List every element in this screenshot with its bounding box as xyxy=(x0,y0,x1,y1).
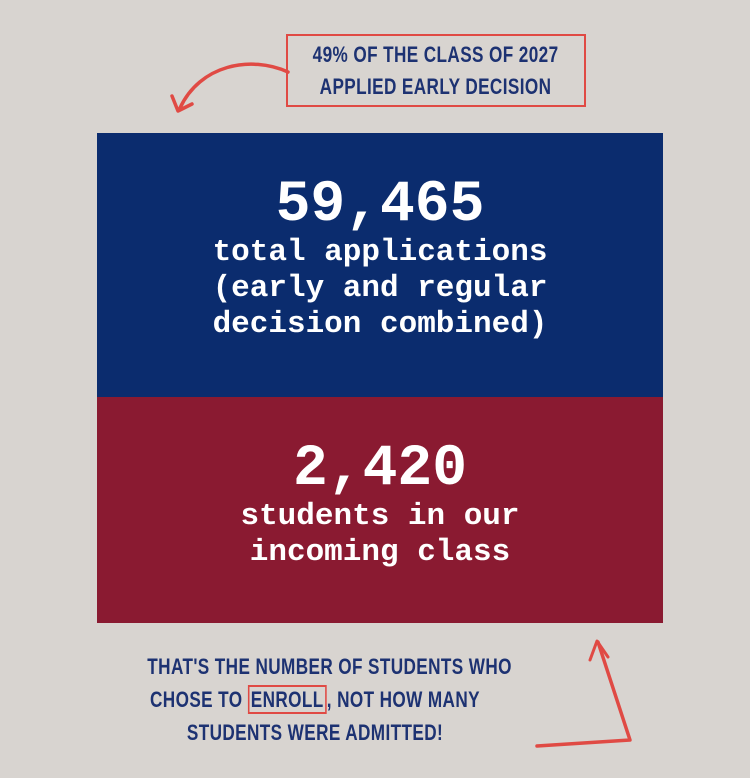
enrollment-panel: 2,420 students in our incoming class xyxy=(97,397,663,623)
applications-number: 59,465 xyxy=(275,173,485,238)
note-text: , not how many xyxy=(326,687,480,712)
applications-label: (early and regular xyxy=(212,271,548,306)
early-decision-callout: 49% of the class of 2027 applied early d… xyxy=(286,34,586,107)
enrollment-number: 2,420 xyxy=(292,437,468,502)
arrowhead-icon xyxy=(170,94,194,113)
note-line: students were admitted! xyxy=(186,720,444,745)
note-text: chose to xyxy=(150,687,248,712)
applications-panel: 59,465 total applications (early and reg… xyxy=(97,133,663,397)
curved-arrow-icon xyxy=(178,62,290,110)
enrollment-label: students in our xyxy=(240,499,520,534)
applications-label: decision combined) xyxy=(212,307,548,342)
note-line: chose to enroll, not how many xyxy=(147,683,482,716)
callout-line: applied early decision xyxy=(320,73,552,99)
callout-line: 49% of the class of 2027 xyxy=(313,41,559,67)
angled-arrow-icon xyxy=(535,640,632,748)
enrollment-label: incoming class xyxy=(249,535,511,570)
enrollment-note: That's the number of students who chose … xyxy=(100,650,530,749)
arrowhead-icon xyxy=(588,639,610,662)
enroll-highlight: enroll xyxy=(247,685,327,714)
note-line: That's the number of students who xyxy=(147,654,512,679)
applications-label: total applications xyxy=(212,235,548,270)
